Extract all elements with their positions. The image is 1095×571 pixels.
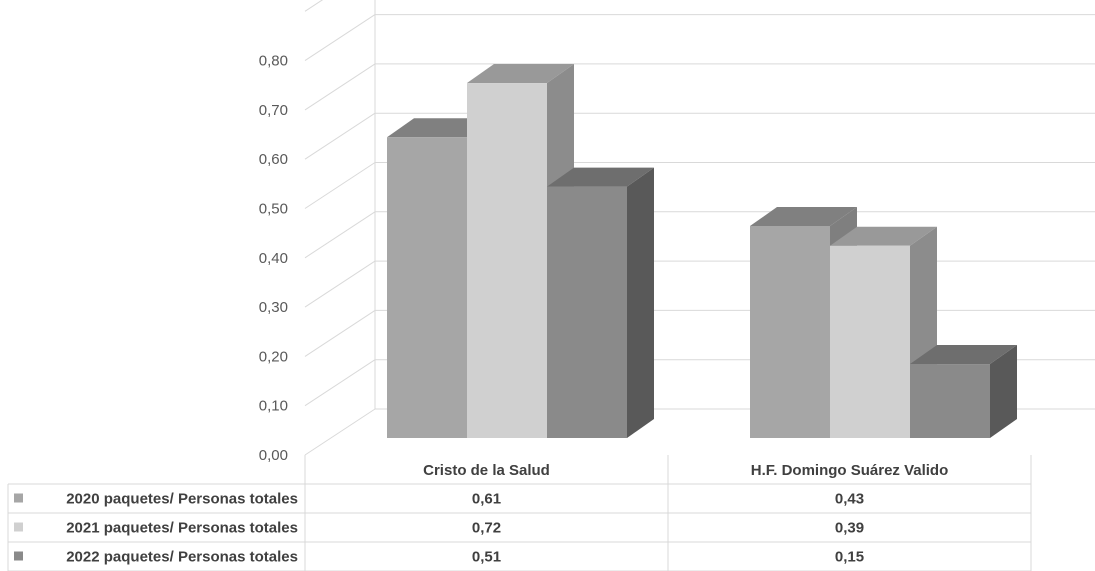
series-label: 2022 paquetes/ Personas totales	[66, 549, 298, 566]
side-gridline	[304, 359, 376, 407]
side-gridline	[304, 408, 376, 456]
side-gridline	[304, 14, 376, 62]
y-tick-label: 0,00	[259, 447, 288, 464]
bar-front-face	[387, 137, 467, 438]
legend-key	[14, 493, 23, 503]
series-label: 2021 paquetes/ Personas totales	[66, 520, 298, 537]
y-tick-label: 0,60	[259, 151, 288, 168]
bar-front-face	[547, 186, 627, 438]
bar-side-face	[990, 345, 1017, 438]
bar-top-face	[467, 64, 574, 84]
bar-top-face	[830, 226, 937, 246]
table-cell-value: 0,51	[472, 549, 501, 566]
bar-top-face	[750, 207, 857, 227]
table-cell-value: 0,39	[835, 520, 864, 537]
table-cell-value: 0,43	[835, 491, 864, 508]
y-tick-label: 0,10	[259, 398, 288, 415]
side-gridline	[304, 260, 376, 308]
side-gridline	[304, 211, 376, 259]
category-label: H.F. Domingo Suárez Valido	[751, 462, 949, 479]
bar	[547, 167, 654, 438]
legend-key	[14, 551, 23, 561]
bar-front-face	[830, 245, 910, 438]
side-gridline	[304, 309, 376, 357]
table-cell-value: 0,61	[472, 491, 501, 508]
table-cell-value: 0,15	[835, 549, 864, 566]
y-tick-label: 0,30	[259, 299, 288, 316]
bar-side-face	[627, 167, 654, 438]
bar-front-face	[750, 226, 830, 438]
y-tick-label: 0,70	[259, 102, 288, 119]
side-gridline	[304, 63, 376, 111]
bar-top-face	[910, 345, 1017, 365]
bar-front-face	[467, 83, 547, 438]
category-label: Cristo de la Salud	[423, 462, 550, 479]
table-cell-value: 0,72	[472, 520, 501, 537]
legend-key	[14, 522, 23, 532]
series-label: 2020 paquetes/ Personas totales	[66, 491, 298, 508]
y-tick-label: 0,80	[259, 53, 288, 70]
y-tick-label: 0,20	[259, 348, 288, 365]
bar	[910, 345, 1017, 438]
side-gridline	[304, 112, 376, 160]
y-tick-label: 0,50	[259, 201, 288, 218]
y-axis: 0,00 0,10 0,20 0,30 0,40 0,50 0,60 0,70 0,80	[259, 53, 288, 464]
side-gridline	[304, 0, 324, 12]
data-table: Cristo de la Salud H.F. Domingo Suárez Va…	[7, 455, 1032, 571]
bar-marks	[387, 64, 1017, 439]
bar-top-face	[547, 167, 654, 187]
y-tick-label: 0,40	[259, 250, 288, 267]
bar-front-face	[910, 364, 990, 438]
side-gridline	[304, 162, 376, 209]
